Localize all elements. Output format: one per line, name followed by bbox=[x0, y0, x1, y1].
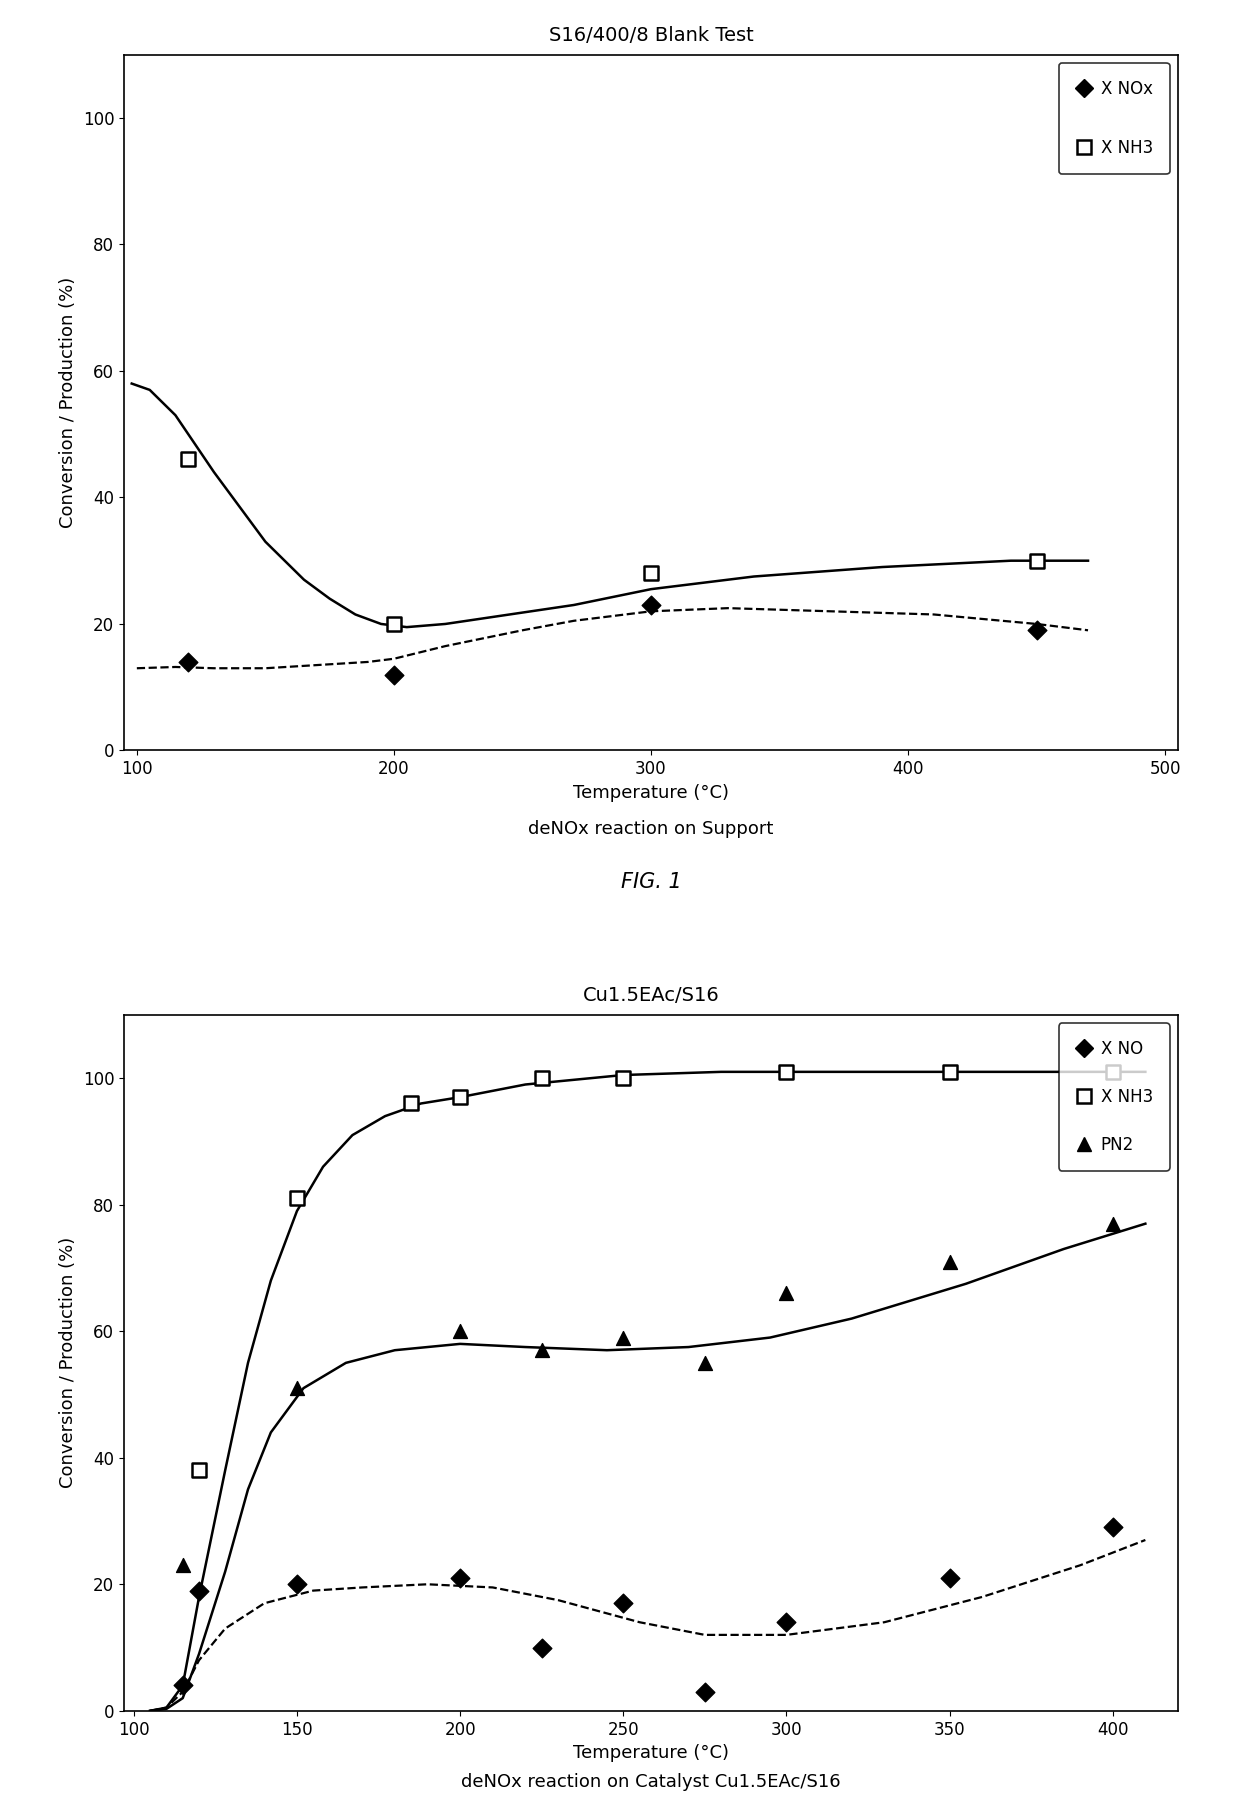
Point bbox=[190, 1456, 210, 1485]
Legend: X NO, X NH3, PN2: X NO, X NH3, PN2 bbox=[1059, 1023, 1169, 1170]
Point bbox=[172, 1551, 192, 1580]
Legend: X NOx, X NH3: X NOx, X NH3 bbox=[1059, 64, 1169, 175]
Point bbox=[384, 610, 404, 639]
Point bbox=[532, 1633, 552, 1662]
Point bbox=[776, 1279, 796, 1309]
Point bbox=[1102, 1208, 1122, 1238]
Point bbox=[776, 1607, 796, 1636]
Point bbox=[172, 1671, 192, 1700]
Point bbox=[384, 661, 404, 690]
Point bbox=[694, 1678, 714, 1707]
Title: Cu1.5EAc/S16: Cu1.5EAc/S16 bbox=[583, 986, 719, 1005]
Point bbox=[450, 1083, 470, 1112]
Point bbox=[450, 1563, 470, 1592]
Y-axis label: Conversion / Production (%): Conversion / Production (%) bbox=[60, 1238, 77, 1489]
Point bbox=[402, 1088, 422, 1117]
Point bbox=[641, 559, 661, 588]
Text: deNOx reaction on Support: deNOx reaction on Support bbox=[528, 821, 774, 837]
Title: S16/400/8 Blank Test: S16/400/8 Blank Test bbox=[548, 25, 754, 46]
Point bbox=[532, 1063, 552, 1092]
Text: deNOx reaction on Catalyst Cu1.5EAc/S16: deNOx reaction on Catalyst Cu1.5EAc/S16 bbox=[461, 1773, 841, 1791]
Point bbox=[641, 590, 661, 619]
Point bbox=[1102, 1057, 1122, 1087]
Point bbox=[614, 1323, 634, 1352]
Point bbox=[1027, 615, 1047, 644]
Point bbox=[776, 1057, 796, 1087]
Point bbox=[940, 1247, 960, 1276]
Point bbox=[286, 1569, 306, 1598]
X-axis label: Temperature (°C): Temperature (°C) bbox=[573, 1744, 729, 1762]
Point bbox=[1102, 1512, 1122, 1542]
X-axis label: Temperature (°C): Temperature (°C) bbox=[573, 784, 729, 803]
Point bbox=[1027, 546, 1047, 575]
Point bbox=[614, 1063, 634, 1092]
Point bbox=[532, 1336, 552, 1365]
Point bbox=[694, 1349, 714, 1378]
Point bbox=[614, 1589, 634, 1618]
Point bbox=[286, 1183, 306, 1212]
Point bbox=[940, 1563, 960, 1592]
Point bbox=[450, 1316, 470, 1345]
Point bbox=[940, 1057, 960, 1087]
Point bbox=[286, 1374, 306, 1403]
Point bbox=[179, 648, 198, 677]
Text: FIG. 1: FIG. 1 bbox=[621, 872, 681, 892]
Y-axis label: Conversion / Production (%): Conversion / Production (%) bbox=[60, 277, 77, 528]
Point bbox=[179, 444, 198, 473]
Point bbox=[190, 1576, 210, 1605]
